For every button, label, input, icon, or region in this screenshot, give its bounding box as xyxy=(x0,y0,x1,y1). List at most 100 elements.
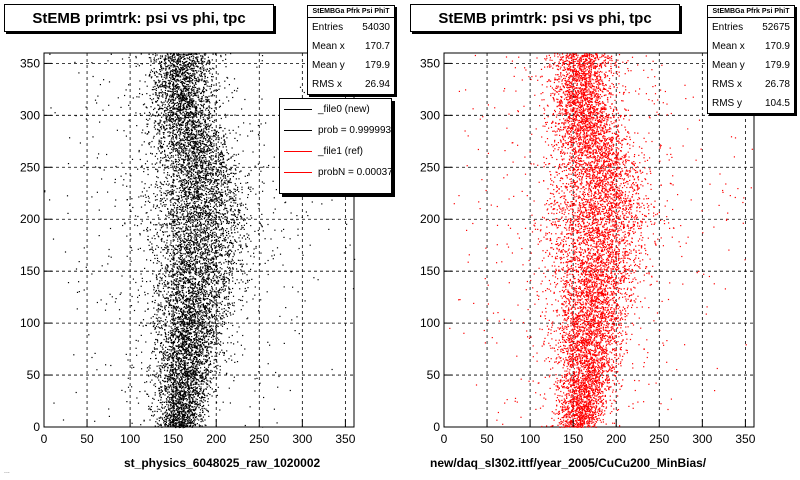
scatter-point xyxy=(199,234,201,236)
scatter-point xyxy=(175,354,177,356)
scatter-point xyxy=(194,315,196,317)
scatter-point xyxy=(198,74,201,76)
scatter-point xyxy=(187,160,189,162)
scatter-point xyxy=(179,357,181,360)
scatter-point xyxy=(191,67,193,69)
scatter-point xyxy=(164,149,166,151)
scatter-point xyxy=(217,252,219,254)
scatter-point xyxy=(171,151,173,154)
scatter-point xyxy=(205,257,208,259)
scatter-point xyxy=(203,73,205,75)
scatter-point xyxy=(210,279,212,281)
scatter-point xyxy=(195,407,197,409)
scatter-point xyxy=(190,236,192,238)
scatter-point xyxy=(196,182,198,184)
scatter-point xyxy=(178,238,181,240)
scatter-point xyxy=(184,253,186,255)
scatter-point xyxy=(193,229,195,231)
scatter-point xyxy=(127,359,129,361)
scatter-point xyxy=(194,322,196,324)
scatter-point xyxy=(193,423,195,425)
scatter-point xyxy=(220,234,222,237)
scatter-point xyxy=(190,198,192,200)
scatter-point xyxy=(187,188,189,191)
scatter-point xyxy=(162,348,164,350)
scatter-point xyxy=(189,85,191,87)
scatter-point xyxy=(226,216,228,218)
scatter-point xyxy=(198,197,200,200)
scatter-point xyxy=(200,74,203,76)
scatter-point xyxy=(202,322,204,324)
scatter-point xyxy=(180,359,182,361)
scatter-point xyxy=(169,127,171,129)
scatter-point xyxy=(201,316,203,318)
scatter-point xyxy=(222,342,224,344)
scatter-point xyxy=(192,92,194,94)
scatter-point xyxy=(176,275,178,277)
scatter-point xyxy=(204,340,206,342)
scatter-point xyxy=(184,147,187,149)
scatter-point xyxy=(211,268,213,270)
scatter-point xyxy=(156,365,158,367)
scatter-point xyxy=(228,272,230,274)
scatter-point xyxy=(173,424,175,426)
scatter-point xyxy=(211,300,213,302)
scatter-point xyxy=(173,403,175,405)
scatter-point xyxy=(192,222,194,224)
scatter-point xyxy=(184,387,186,389)
scatter-point xyxy=(195,329,197,331)
scatter-point xyxy=(182,120,184,123)
scatter-point xyxy=(189,333,191,335)
scatter-point xyxy=(205,156,207,159)
scatter-point xyxy=(164,388,166,390)
scatter-point xyxy=(216,333,218,335)
scatter-point xyxy=(191,361,193,363)
scatter-point xyxy=(195,63,197,65)
scatter-point xyxy=(188,256,190,258)
scatter-point xyxy=(222,288,224,290)
scatter-point xyxy=(214,321,216,323)
scatter-point xyxy=(124,94,126,97)
scatter-point xyxy=(214,180,216,183)
scatter-point xyxy=(261,60,263,62)
scatter-point xyxy=(208,106,210,108)
scatter-point xyxy=(152,252,154,254)
scatter-point xyxy=(179,307,181,309)
scatter-point xyxy=(184,190,186,192)
scatter-point xyxy=(199,194,201,196)
scatter-point xyxy=(190,353,192,355)
scatter-point xyxy=(175,136,177,138)
scatter-point xyxy=(177,154,179,156)
scatter-point xyxy=(201,189,203,191)
scatter-point xyxy=(227,153,230,155)
scatter-point xyxy=(136,96,138,98)
scatter-point xyxy=(186,370,188,372)
scatter-point xyxy=(187,235,189,238)
scatter-point xyxy=(175,337,177,339)
scatter-point xyxy=(181,121,183,124)
scatter-point xyxy=(176,288,178,290)
scatter-point xyxy=(67,212,69,214)
scatter-point xyxy=(183,107,186,109)
scatter-point xyxy=(170,212,172,214)
scatter-point xyxy=(149,113,151,115)
scatter-point xyxy=(175,299,177,301)
scatter-point xyxy=(203,134,205,136)
scatter-point xyxy=(128,104,130,106)
scatter-point xyxy=(181,373,183,375)
scatter-point xyxy=(155,183,157,185)
scatter-point xyxy=(232,280,234,282)
scatter-point xyxy=(150,222,152,224)
scatter-point xyxy=(211,114,213,117)
scatter-point xyxy=(160,251,162,253)
scatter-point xyxy=(165,323,167,325)
scatter-point xyxy=(184,133,186,135)
scatter-point xyxy=(198,151,201,153)
scatter-point xyxy=(186,106,188,109)
scatter-point xyxy=(176,322,179,324)
scatter-point xyxy=(176,102,179,104)
scatter-point xyxy=(188,333,190,335)
scatter-point xyxy=(184,137,186,139)
scatter-point xyxy=(222,228,224,230)
scatter-point xyxy=(160,137,162,139)
